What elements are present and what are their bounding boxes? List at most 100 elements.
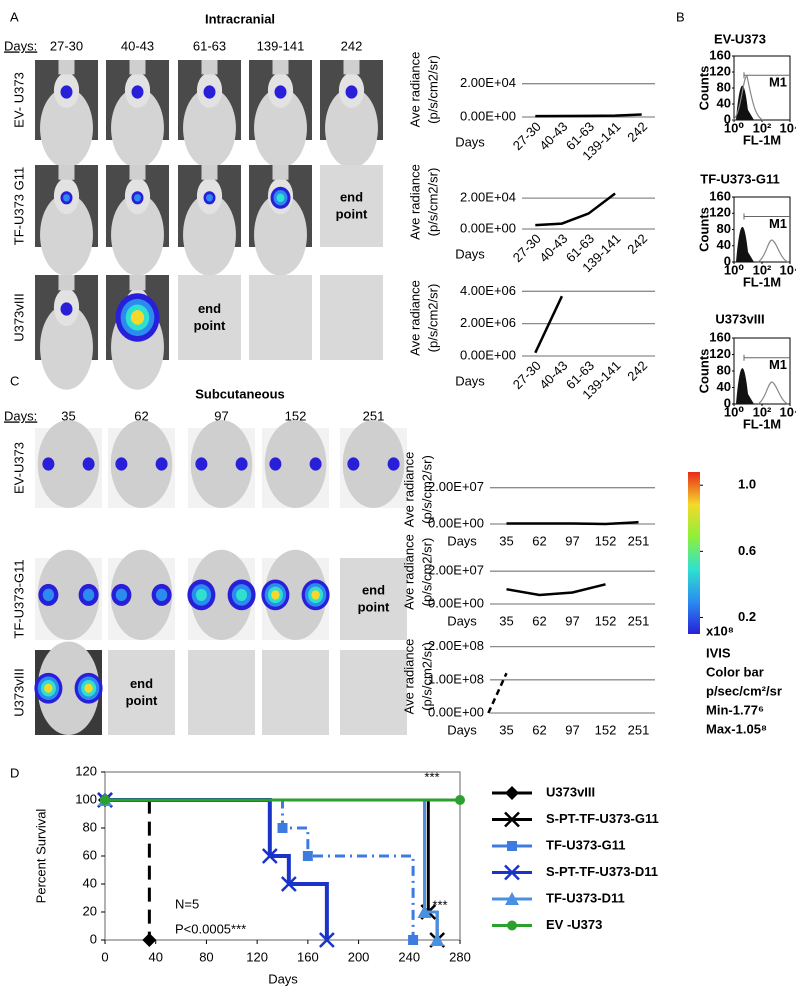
x-axis-label: Days — [268, 971, 298, 986]
end-point-label: point — [126, 693, 158, 708]
x-tick-label: 62 — [532, 613, 546, 628]
annotation: *** — [424, 769, 439, 784]
marker — [142, 933, 157, 947]
survival-curve — [105, 798, 151, 940]
x-tick-label: 242 — [624, 119, 650, 145]
ear-bars — [129, 165, 146, 180]
day-label: 27-30 — [50, 38, 83, 53]
y-axis-label: (p/s/cm2/sr) — [419, 455, 434, 524]
mouse-body — [264, 549, 327, 641]
y-axis-label: Counts — [696, 207, 711, 252]
stained-peak — [732, 75, 764, 121]
mouse-body — [37, 549, 100, 641]
x-tick-label: 62 — [532, 722, 546, 737]
ear-bars — [201, 60, 218, 75]
panel-label: A — [10, 9, 19, 24]
x-tick-label: 152 — [595, 722, 617, 737]
y-tick-label: 40 — [717, 379, 731, 394]
x-axis-label: Days — [455, 134, 485, 149]
panel-label: C — [10, 373, 19, 388]
y-axis-label: (p/s/cm2/sr) — [419, 538, 434, 607]
ear-bars — [129, 275, 146, 291]
y-tick-label: 2.00E+04 — [460, 75, 516, 90]
y-tick-label: 0.00E+00 — [428, 704, 484, 719]
y-tick-label: 0.00E+00 — [460, 220, 516, 235]
gate-label: M1 — [769, 357, 787, 372]
y-axis-label: Ave radiance — [407, 164, 422, 240]
y-tick-label: 2.00E+07 — [428, 563, 484, 578]
x-tick-label: 27-30 — [510, 231, 544, 265]
legend-label: U373vIII — [546, 784, 595, 799]
y-axis-label: Counts — [696, 66, 711, 111]
y-tick-label: 0 — [90, 931, 97, 946]
y-axis-label: Ave radiance — [407, 52, 422, 128]
end-point-label: end — [198, 301, 221, 316]
y-axis-label: (p/s/cm2/sr) — [425, 55, 440, 124]
gate-label: M1 — [769, 75, 787, 90]
end-point-label: end — [130, 676, 153, 691]
signal — [276, 193, 285, 203]
y-tick-label: 120 — [709, 346, 731, 361]
x-axis-label: Days — [447, 613, 477, 628]
end-point-label: point — [194, 318, 226, 333]
y-tick-label: 0.00E+00 — [460, 347, 516, 362]
data-line — [535, 192, 616, 227]
marker — [505, 786, 519, 800]
ear-bars — [58, 275, 75, 291]
y-tick-label: 120 — [709, 63, 731, 78]
y-axis-label: Ave radiance — [401, 534, 416, 610]
data-line — [534, 295, 564, 354]
y-axis-label: (p/s/cm2/sr) — [425, 168, 440, 237]
gate-label: M1 — [769, 216, 787, 231]
day-label: 242 — [341, 38, 363, 53]
day-label: 97 — [214, 408, 228, 423]
x-axis-label: Days — [455, 373, 485, 388]
signal — [130, 310, 145, 325]
signal — [155, 588, 168, 602]
y-axis-label: Ave radiance — [401, 639, 416, 715]
mouse-body — [342, 420, 405, 508]
mouse-body — [183, 88, 236, 168]
mouse-body — [325, 88, 378, 168]
annotation: P<0.0005*** — [175, 921, 246, 936]
y-axis-label: Counts — [696, 349, 711, 394]
x-tick-label: 10² — [753, 120, 772, 135]
x-tick-label: 152 — [595, 613, 617, 628]
mouse-body — [37, 420, 100, 508]
row-label: U373vIII — [11, 293, 26, 341]
day-label: 139-141 — [257, 38, 305, 53]
x-tick-label: 200 — [348, 949, 370, 964]
data-line — [506, 583, 606, 597]
legend-label: S-PT-TF-U373-G11 — [546, 811, 659, 826]
y-tick-label: 80 — [717, 79, 731, 94]
signal — [115, 457, 128, 471]
signal — [42, 457, 55, 471]
section-title: Subcutaneous — [195, 386, 285, 401]
signal — [387, 457, 400, 471]
x-tick-label: 62 — [532, 533, 546, 548]
legend-label: EV -U373 — [546, 917, 602, 932]
mouse-body — [111, 88, 164, 168]
panel-label: D — [10, 765, 19, 780]
y-axis-label: Percent Survival — [33, 809, 48, 904]
x-tick-label: 240 — [398, 949, 420, 964]
color-bar-note: IVIS — [706, 645, 731, 660]
control-peak — [736, 226, 754, 262]
signal — [195, 457, 208, 471]
x-axis-label: FL-1M — [743, 416, 781, 431]
x-tick-label: 251 — [628, 722, 650, 737]
signal — [115, 588, 128, 602]
ear-bars — [201, 165, 218, 180]
signal — [155, 457, 168, 471]
y-tick-label: 4.00E+06 — [460, 283, 516, 298]
marker — [417, 905, 432, 918]
x-tick-label: 10⁰ — [724, 262, 744, 277]
signal — [236, 588, 248, 601]
annotation: N=5 — [175, 896, 199, 911]
x-tick-label: 120 — [246, 949, 268, 964]
x-tick-label: 10⁴ — [780, 404, 796, 419]
empty-cell — [178, 275, 241, 360]
y-tick-label: 0 — [724, 111, 731, 126]
color-bar-label: 1.0 — [738, 477, 756, 492]
